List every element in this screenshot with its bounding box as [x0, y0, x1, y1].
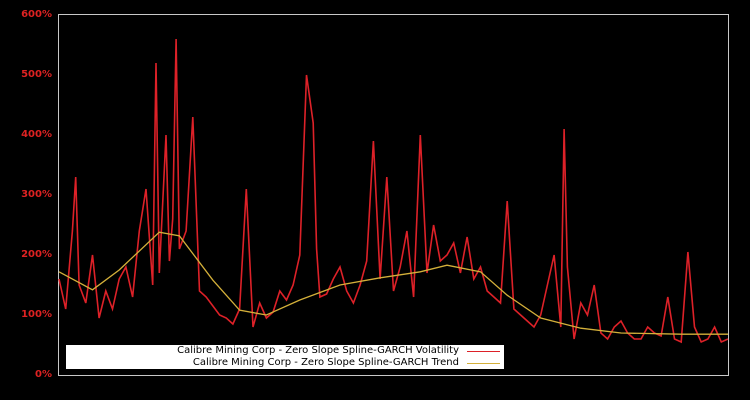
legend-swatch-volatility [467, 350, 500, 352]
y-tick-label: 100% [21, 309, 52, 320]
legend-item-volatility: Calibre Mining Corp - Zero Slope Spline-… [177, 345, 504, 357]
chart-legend: Calibre Mining Corp - Zero Slope Spline-… [66, 345, 504, 369]
y-tick-label: 0% [35, 369, 52, 380]
y-tick-label: 300% [21, 189, 52, 200]
legend-label: Calibre Mining Corp - Zero Slope Spline-… [177, 345, 459, 356]
legend-item-trend: Calibre Mining Corp - Zero Slope Spline-… [193, 357, 504, 369]
legend-swatch-trend [467, 362, 500, 364]
y-tick-label: 600% [21, 9, 52, 20]
y-tick-label: 200% [21, 249, 52, 260]
volatility-series-line [58, 38, 729, 344]
y-tick-label: 400% [21, 129, 52, 140]
y-tick-label: 500% [21, 69, 52, 80]
trend-series-line [58, 231, 728, 335]
plot-frame [58, 14, 729, 376]
legend-label: Calibre Mining Corp - Zero Slope Spline-… [192, 357, 459, 368]
